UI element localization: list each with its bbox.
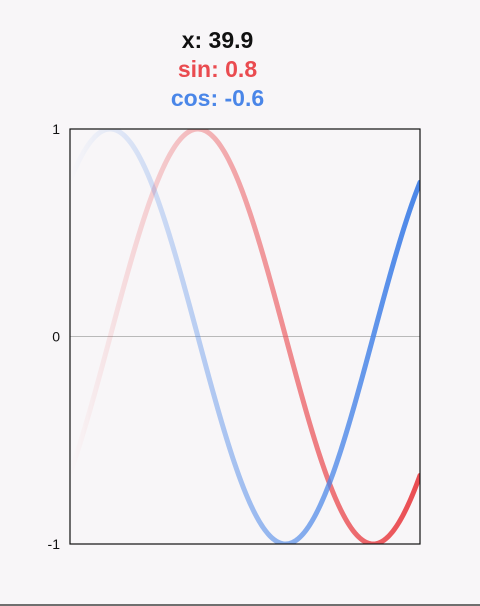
- x-readout: x: 39.9: [181, 27, 254, 53]
- y-tick-label: 1: [52, 121, 60, 137]
- sin-readout: sin: 0.8: [177, 56, 258, 82]
- y-tick-label: -1: [48, 536, 61, 552]
- sin-series-line: [70, 129, 420, 544]
- y-tick-label: 0: [52, 329, 60, 345]
- cos-readout: cos: -0.6: [170, 85, 265, 111]
- value-readout: x: 39.9 sin: 0.8 cos: -0.6: [0, 26, 435, 113]
- bottom-divider: [0, 604, 480, 606]
- cos-series-line: [70, 129, 420, 544]
- plot-frame: [69, 128, 421, 545]
